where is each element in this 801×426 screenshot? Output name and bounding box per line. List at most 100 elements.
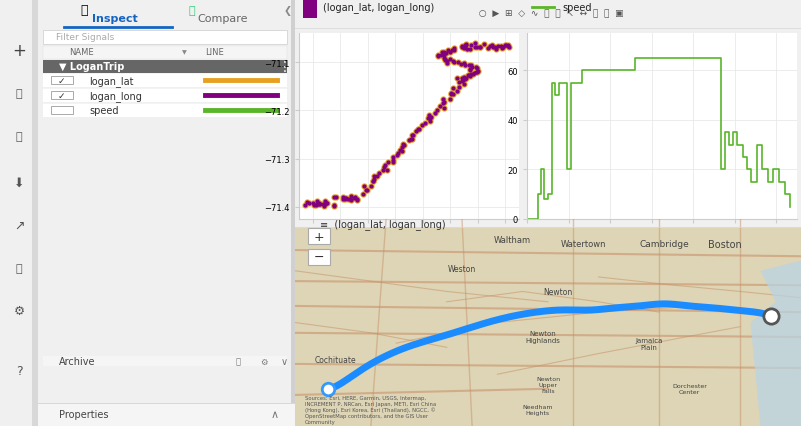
- Point: [380, 168, 393, 175]
- Text: ⬇: ⬇: [14, 177, 24, 190]
- Point: [464, 67, 477, 74]
- Point: [299, 202, 312, 209]
- Point: [338, 196, 351, 202]
- Point: [462, 72, 475, 79]
- Point: [469, 64, 482, 71]
- Point: [491, 43, 504, 50]
- Point: [444, 96, 457, 103]
- Point: [456, 78, 469, 85]
- Point: [471, 44, 484, 51]
- Point: [416, 122, 429, 129]
- Text: ❮: ❮: [284, 6, 292, 16]
- Point: [397, 142, 410, 149]
- Point: [410, 128, 423, 135]
- Point: [477, 42, 490, 49]
- Point: [439, 50, 452, 57]
- Text: Filter Signals: Filter Signals: [56, 33, 115, 42]
- Text: Cochituate: Cochituate: [315, 355, 356, 364]
- Point: [501, 43, 514, 50]
- Point: [437, 101, 449, 107]
- Point: [460, 42, 473, 49]
- Text: ✅: ✅: [189, 6, 195, 16]
- Point: [425, 114, 437, 121]
- Point: [465, 71, 477, 78]
- Point: [345, 197, 358, 204]
- Point: [312, 201, 325, 207]
- Point: [501, 43, 514, 50]
- Point: [379, 162, 392, 169]
- Point: [463, 66, 476, 73]
- Point: [445, 91, 457, 98]
- Point: [464, 46, 477, 53]
- Point: [431, 54, 444, 60]
- Point: [431, 53, 444, 60]
- Point: [451, 76, 464, 83]
- Bar: [304, 0, 316, 19]
- Point: [368, 173, 380, 180]
- Text: Dorchester
Center: Dorchester Center: [672, 383, 707, 394]
- Point: [422, 112, 435, 119]
- Text: Newton
Highlands: Newton Highlands: [525, 331, 561, 344]
- Text: ?: ?: [16, 364, 22, 377]
- Text: Compare: Compare: [198, 14, 248, 24]
- Point: [474, 45, 487, 52]
- Point: [351, 196, 364, 203]
- Point: [367, 178, 380, 185]
- Point: [469, 40, 481, 47]
- Point: [495, 46, 508, 53]
- Text: Needham
Heights: Needham Heights: [522, 404, 553, 415]
- Point: [307, 203, 320, 210]
- Point: [328, 202, 340, 209]
- Point: [433, 103, 446, 110]
- Point: [368, 173, 380, 180]
- Point: [437, 55, 450, 62]
- Point: [348, 194, 361, 201]
- Point: [344, 196, 356, 203]
- Point: [459, 77, 472, 83]
- Point: [444, 56, 457, 63]
- Text: (logan_lat, logan_long): (logan_lat, logan_long): [324, 2, 434, 13]
- Point: [472, 69, 485, 75]
- Point: [412, 126, 425, 132]
- Point: [339, 196, 352, 202]
- Point: [458, 81, 471, 88]
- Point: [447, 59, 460, 66]
- Point: [303, 200, 316, 207]
- Text: 🔍: 🔍: [81, 4, 88, 17]
- Point: [313, 201, 326, 208]
- Point: [501, 43, 514, 50]
- FancyBboxPatch shape: [43, 31, 288, 45]
- Point: [387, 154, 400, 161]
- Point: [393, 147, 406, 154]
- Point: [464, 74, 477, 81]
- Point: [340, 195, 352, 202]
- Point: [458, 81, 471, 88]
- Text: ≡  (logan_lat, logan_long): ≡ (logan_lat, logan_long): [320, 219, 446, 230]
- Point: [464, 46, 477, 53]
- Point: [457, 60, 470, 67]
- Point: [376, 167, 389, 174]
- Point: [435, 49, 448, 56]
- Point: [406, 132, 419, 138]
- Point: [460, 43, 473, 50]
- Point: [458, 43, 471, 49]
- Point: [361, 187, 374, 194]
- Point: [451, 89, 464, 96]
- FancyBboxPatch shape: [43, 47, 288, 60]
- Point: [447, 60, 460, 66]
- Point: [311, 198, 324, 205]
- Point: [397, 142, 410, 149]
- Point: [463, 66, 476, 73]
- Point: [345, 197, 358, 204]
- Point: [455, 61, 468, 68]
- FancyBboxPatch shape: [50, 106, 73, 115]
- Point: [447, 85, 460, 92]
- Point: [397, 141, 410, 148]
- Point: [370, 173, 383, 180]
- Point: [437, 96, 449, 103]
- Point: [495, 43, 508, 50]
- Point: [431, 54, 444, 60]
- Point: [443, 50, 456, 57]
- Point: [344, 193, 357, 200]
- Text: 💾: 💾: [16, 131, 22, 141]
